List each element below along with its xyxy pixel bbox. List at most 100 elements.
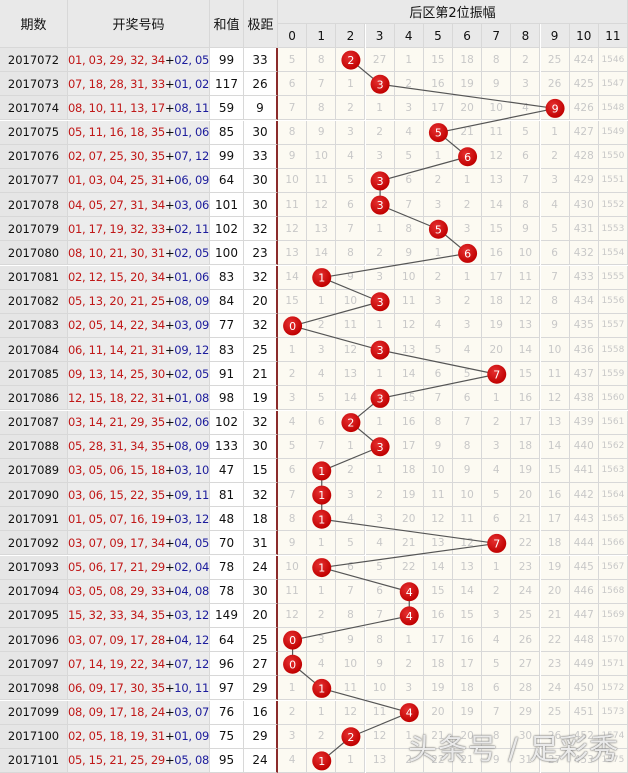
sum-cell: 102	[210, 217, 244, 242]
miss-cell: 3	[482, 603, 512, 628]
miss-cell: 20	[394, 507, 424, 532]
period-cell: 2017079	[0, 217, 68, 242]
front-numbers: 05, 15, 21, 25, 29	[67, 753, 165, 768]
miss-cell: 6	[453, 386, 483, 411]
miss-cell: 3	[307, 338, 337, 363]
miss-cell: 2	[278, 700, 308, 725]
miss-cell: 1	[540, 120, 570, 145]
miss-cell: 14	[423, 555, 453, 580]
period-cell: 2017085	[0, 362, 68, 387]
miss-cell: 446	[569, 579, 599, 604]
miss-cell: 9	[365, 652, 395, 677]
miss-cell: 1	[365, 458, 395, 483]
miss-cell: 26	[540, 72, 570, 97]
miss-cell: 8	[336, 241, 366, 266]
miss-cell: 435	[569, 313, 599, 338]
span-cell: 24	[244, 555, 278, 580]
miss-cell: 13	[365, 748, 395, 773]
miss-cell: 20	[511, 483, 541, 508]
miss-cell: 1548	[598, 96, 628, 121]
miss-cell: 8	[453, 434, 483, 459]
plus-separator: +	[164, 125, 175, 140]
span-cell: 30	[244, 120, 278, 145]
hit-cell	[336, 48, 366, 73]
miss-cell: 1572	[598, 676, 628, 701]
miss-cell: 11	[453, 507, 483, 532]
miss-cell: 7	[278, 96, 308, 121]
back-numbers: 04, 12	[174, 632, 210, 647]
miss-cell: 11	[307, 168, 337, 193]
miss-cell: 426	[569, 96, 599, 121]
miss-cell: 1565	[598, 507, 628, 532]
miss-cell: 16	[482, 241, 512, 266]
miss-cell: 12	[278, 603, 308, 628]
miss-cell: 9	[482, 748, 512, 773]
miss-cell: 29	[511, 700, 541, 725]
sum-cell: 91	[210, 362, 244, 387]
span-cell: 29	[244, 724, 278, 749]
hit-cell	[423, 217, 453, 242]
miss-cell: 16	[453, 628, 483, 653]
miss-cell: 5	[307, 386, 337, 411]
miss-cell: 3	[307, 628, 337, 653]
miss-cell: 2	[540, 144, 570, 169]
miss-cell: 8	[540, 289, 570, 314]
draw-numbers-cell: 06, 11, 14, 21, 31 +09, 12	[68, 338, 210, 363]
miss-cell: 6	[540, 241, 570, 266]
miss-cell: 4	[336, 144, 366, 169]
plus-separator: +	[164, 149, 175, 164]
miss-cell: 14	[336, 386, 366, 411]
plus-separator: +	[164, 76, 175, 91]
miss-cell: 1575	[598, 748, 628, 773]
miss-cell: 12	[453, 531, 483, 556]
miss-cell: 31	[511, 748, 541, 773]
front-numbers: 05, 11, 16, 18, 35	[67, 125, 165, 140]
miss-cell: 1555	[598, 265, 628, 290]
draw-numbers-cell: 01, 03, 04, 25, 31 +06, 09	[68, 168, 210, 193]
miss-cell: 15	[453, 603, 483, 628]
miss-cell: 16	[511, 386, 541, 411]
miss-cell: 22	[423, 748, 453, 773]
front-numbers: 02, 12, 15, 20, 34	[67, 270, 165, 285]
miss-cell: 27	[540, 748, 570, 773]
miss-cell: 19	[540, 555, 570, 580]
miss-cell: 1556	[598, 289, 628, 314]
miss-cell: 13	[511, 313, 541, 338]
plus-separator: +	[164, 439, 175, 454]
miss-cell: 1	[278, 676, 308, 701]
sum-cell: 83	[210, 265, 244, 290]
miss-cell: 1571	[598, 652, 628, 677]
miss-cell: 441	[569, 458, 599, 483]
miss-cell: 19	[482, 313, 512, 338]
miss-cell: 27	[365, 48, 395, 73]
span-cell: 32	[244, 265, 278, 290]
miss-cell: 4	[336, 507, 366, 532]
miss-cell: 437	[569, 362, 599, 387]
miss-cell: 2	[482, 410, 512, 435]
back-numbers: 01, 02	[174, 76, 210, 91]
period-cell: 2017100	[0, 724, 68, 749]
period-cell: 2017089	[0, 458, 68, 483]
miss-cell: 2	[365, 241, 395, 266]
miss-cell: 8	[336, 603, 366, 628]
front-numbers: 03, 07, 09, 17, 34	[67, 535, 165, 550]
miss-cell: 3	[278, 724, 308, 749]
miss-cell: 1573	[598, 700, 628, 725]
draw-numbers-cell: 03, 07, 09, 17, 28 +04, 12	[68, 628, 210, 653]
hit-cell	[365, 434, 395, 459]
miss-cell: 15	[540, 458, 570, 483]
sum-cell: 78	[210, 579, 244, 604]
miss-cell: 9	[278, 531, 308, 556]
miss-cell: 21	[394, 531, 424, 556]
miss-cell: 1570	[598, 628, 628, 653]
miss-cell: 15	[278, 289, 308, 314]
plus-separator: +	[164, 245, 175, 260]
miss-cell: 3	[423, 289, 453, 314]
back-numbers: 02, 05	[174, 245, 210, 260]
span-cell: 16	[244, 700, 278, 725]
miss-cell: 15	[423, 579, 453, 604]
miss-cell: 12	[365, 724, 395, 749]
hit-cell	[307, 748, 337, 773]
miss-cell: 15	[394, 386, 424, 411]
miss-cell: 429	[569, 168, 599, 193]
